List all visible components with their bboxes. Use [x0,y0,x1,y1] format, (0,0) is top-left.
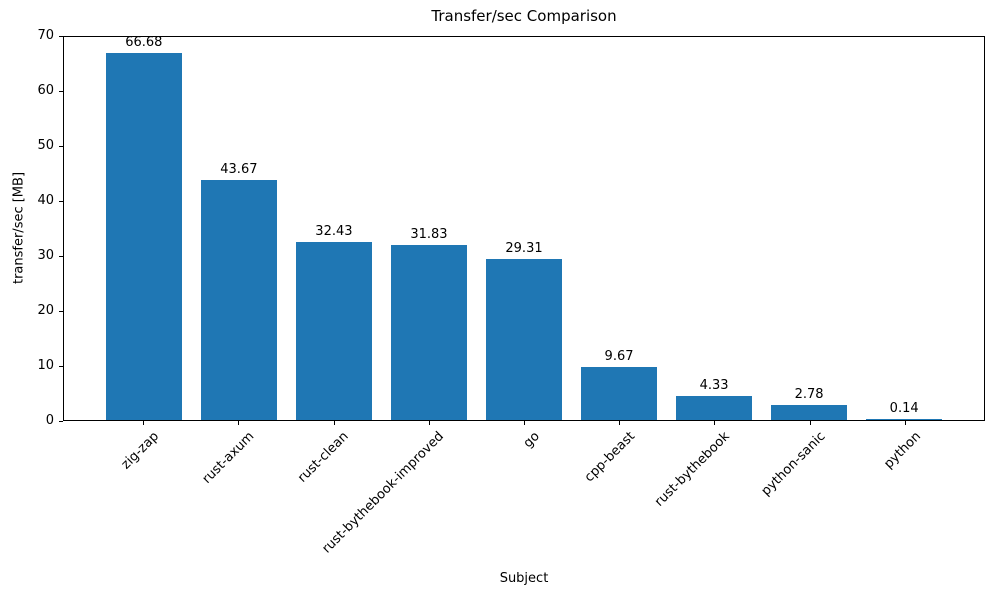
bar-value-label: 4.33 [699,378,729,394]
x-tick-mark [809,421,811,425]
x-tick-label: rust-axum [199,429,257,487]
y-tick-mark [59,201,63,202]
bar [105,53,182,420]
y-tick-label: 10 [37,358,54,373]
bar-value-label: 2.78 [794,386,824,402]
bar-value-label: 66.68 [125,35,163,51]
x-tick-mark [333,421,335,425]
y-tick-mark [59,256,63,257]
y-tick-mark [59,311,63,312]
y-tick-mark [59,91,63,92]
x-tick-mark [714,421,716,425]
x-axis-title: Subject [499,571,549,586]
x-tick-mark [238,421,240,425]
x-tick-label: python-sanic [758,429,829,499]
bar-value-label: 32.43 [315,223,353,239]
y-tick-label: 20 [37,303,54,318]
y-tick-mark [59,421,63,422]
bar [390,244,467,420]
y-tick-label: 40 [37,193,54,208]
bar [676,396,753,420]
bar-value-label: 43.67 [220,161,258,177]
y-tick-mark [59,146,63,147]
bar-value-label: 0.14 [889,401,919,417]
y-tick-label: 60 [37,83,54,98]
x-tick-label: rust-clean [295,429,353,486]
plot-area: 66.68 43.67 32.43 31.83 29.31 9.67 4.33 2.78 0.1… [63,35,985,421]
bar-value-label: 29.31 [505,240,543,256]
x-tick-label: cpp-beast [581,429,638,486]
y-tick-label: 50 [37,138,54,153]
bar [295,241,372,420]
y-tick-label: 30 [37,248,54,263]
x-tick-label: rust-bythebook [652,429,734,510]
y-tick-label: 70 [37,28,54,43]
x-tick-label: go [520,429,543,452]
bar-value-label: 9.67 [604,348,634,364]
x-tick-mark [619,421,621,425]
y-axis-title: transfer/sec [MB] [11,171,27,285]
bar [200,179,277,420]
x-tick-mark [904,421,906,425]
bar [771,404,848,420]
bar [866,419,943,420]
y-tick-label: 0 [45,413,54,428]
bar-value-label: 31.83 [410,226,448,242]
y-tick-mark [59,36,63,37]
y-tick-mark [59,366,63,367]
bar [581,366,658,420]
x-tick-mark [143,421,144,425]
x-tick-mark [428,421,430,425]
bar [485,258,562,420]
x-tick-label: zig-zap [118,429,162,473]
chart-title: Transfer/sec Comparison [431,7,617,25]
x-tick-mark [524,421,525,425]
x-tick-label: python [880,429,924,472]
